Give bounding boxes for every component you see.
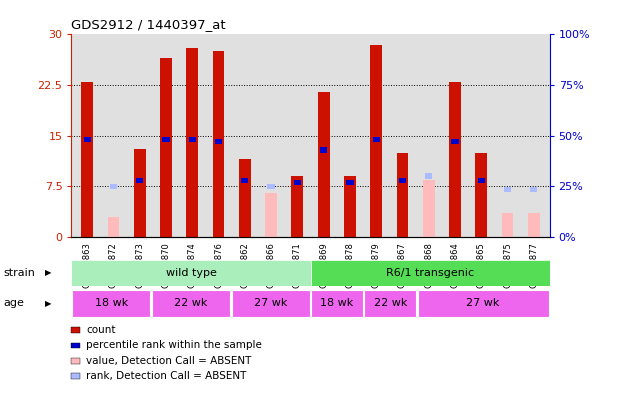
Bar: [241, 177, 248, 183]
Bar: [478, 177, 485, 183]
Text: count: count: [86, 325, 116, 335]
Bar: [310, 260, 550, 286]
Text: value, Detection Call = ABSENT: value, Detection Call = ABSENT: [86, 356, 252, 366]
Bar: [320, 147, 327, 153]
Bar: [136, 177, 143, 183]
Bar: [502, 213, 514, 237]
Text: percentile rank within the sample: percentile rank within the sample: [86, 341, 262, 350]
Text: ▶: ▶: [45, 299, 51, 308]
Bar: [399, 177, 406, 183]
Bar: [215, 139, 222, 145]
Bar: [186, 48, 198, 237]
Bar: [373, 137, 380, 143]
Bar: [81, 82, 93, 237]
Text: age: age: [3, 298, 24, 308]
Bar: [83, 137, 91, 143]
Bar: [212, 51, 224, 237]
Bar: [530, 187, 538, 192]
Bar: [417, 290, 549, 317]
Bar: [318, 92, 330, 237]
Bar: [347, 179, 353, 185]
Bar: [291, 176, 303, 237]
Text: 22 wk: 22 wk: [373, 298, 407, 308]
Bar: [160, 58, 172, 237]
Bar: [72, 290, 150, 317]
Bar: [107, 217, 119, 237]
Bar: [239, 159, 251, 237]
Bar: [311, 290, 363, 317]
Text: 22 wk: 22 wk: [175, 298, 207, 308]
Text: strain: strain: [3, 268, 35, 278]
Bar: [134, 149, 146, 237]
Text: 27 wk: 27 wk: [466, 298, 500, 308]
Text: 18 wk: 18 wk: [94, 298, 128, 308]
Text: rank, Detection Call = ABSENT: rank, Detection Call = ABSENT: [86, 371, 247, 381]
Bar: [294, 179, 301, 185]
Bar: [71, 260, 310, 286]
Text: ▶: ▶: [45, 269, 51, 277]
Bar: [232, 290, 310, 317]
Text: wild type: wild type: [166, 268, 216, 278]
Bar: [504, 187, 511, 192]
Text: 18 wk: 18 wk: [320, 298, 354, 308]
Bar: [423, 179, 435, 237]
Bar: [162, 137, 170, 143]
Bar: [528, 213, 540, 237]
Bar: [397, 153, 409, 237]
Bar: [110, 183, 117, 189]
Text: R6/1 transgenic: R6/1 transgenic: [386, 268, 474, 278]
Text: GDS2912 / 1440397_at: GDS2912 / 1440397_at: [71, 18, 226, 31]
Bar: [451, 139, 459, 145]
Text: 27 wk: 27 wk: [254, 298, 288, 308]
Bar: [189, 137, 196, 143]
Bar: [152, 290, 230, 317]
Bar: [370, 45, 382, 237]
Bar: [449, 82, 461, 237]
Bar: [265, 193, 277, 237]
Bar: [268, 183, 274, 189]
Bar: [475, 153, 487, 237]
Bar: [425, 173, 432, 179]
Bar: [365, 290, 416, 317]
Bar: [344, 176, 356, 237]
